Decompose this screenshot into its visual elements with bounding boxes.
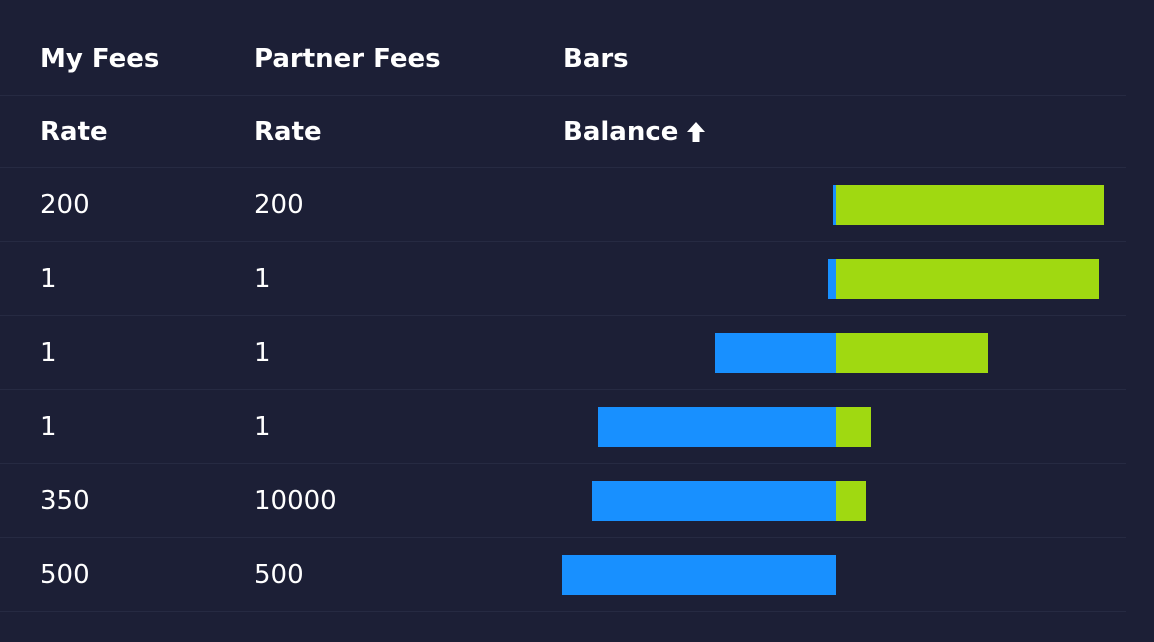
balance-bar-cell [0,538,1126,611]
table-row: 500 500 [0,538,1126,612]
balance-bar-positive [836,333,988,373]
column-header-my-rate[interactable]: Rate [40,116,108,147]
balance-bar-positive [836,407,872,447]
group-header-bars: Bars [563,44,629,74]
my-rate-cell: 1 [40,263,57,294]
group-header-row: My Fees Partner Fees Bars [0,23,1126,96]
column-header-balance-label: Balance [563,116,679,147]
my-rate-cell: 500 [40,559,90,590]
balance-bar-negative [827,259,836,299]
partner-rate-cell: 500 [254,559,304,590]
column-header-partner-rate[interactable]: Rate [254,116,322,147]
table-row: 350 10000 [0,464,1126,538]
partner-rate-cell: 1 [254,337,271,368]
column-header-row: Rate Rate Balance [0,96,1126,168]
my-rate-cell: 200 [40,189,90,220]
arrow-up-icon[interactable] [686,121,706,143]
table-row: 200 200 [0,168,1126,242]
table-body: 200 200 1 1 1 1 1 1 350 10000 500 500 [0,168,1126,612]
balance-bar-positive [836,259,1099,299]
group-header-my-fees: My Fees [40,44,160,74]
partner-rate-cell: 10000 [254,485,337,516]
column-header-balance[interactable]: Balance [563,96,706,167]
balance-bar-positive [836,185,1105,225]
balance-bar-negative [597,407,836,447]
balance-bar-cell [0,464,1126,537]
partner-rate-cell: 1 [254,411,271,442]
my-rate-cell: 1 [40,411,57,442]
partner-rate-cell: 200 [254,189,304,220]
my-rate-cell: 1 [40,337,57,368]
balance-bar-cell [0,316,1126,389]
partner-rate-cell: 1 [254,263,271,294]
balance-bar-cell [0,242,1126,315]
balance-bar-negative [715,333,836,373]
fees-table: My Fees Partner Fees Bars Rate Rate Bala… [0,23,1126,612]
balance-bar-negative [833,185,836,225]
group-header-partner-fees: Partner Fees [254,44,441,74]
balance-bar-negative [562,555,836,595]
balance-bar-cell [0,390,1126,463]
balance-bar-cell [0,168,1126,241]
balance-bar-positive [836,481,866,521]
my-rate-cell: 350 [40,485,90,516]
balance-bar-negative [592,481,836,521]
